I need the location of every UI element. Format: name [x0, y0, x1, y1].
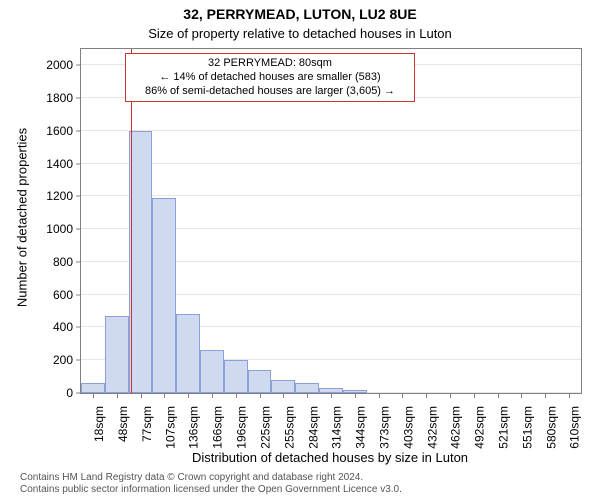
grid-line: [81, 130, 581, 131]
histogram-bar: [176, 314, 200, 393]
x-tick-label: 166sqm: [211, 406, 225, 449]
x-tick-label: 225sqm: [259, 406, 273, 449]
y-tick-label: 1800: [33, 91, 73, 105]
x-tick-mark: [402, 393, 403, 398]
y-tick-mark: [76, 261, 81, 262]
y-tick-mark: [76, 196, 81, 197]
y-tick-label: 600: [33, 288, 73, 302]
x-tick-mark: [117, 393, 118, 398]
x-tick-mark: [331, 393, 332, 398]
y-tick-label: 1600: [33, 124, 73, 138]
x-tick-mark: [474, 393, 475, 398]
histogram-bar: [152, 198, 176, 393]
x-tick-mark: [164, 393, 165, 398]
x-tick-mark: [545, 393, 546, 398]
x-tick-label: 344sqm: [354, 406, 368, 449]
y-axis-label: Number of detached properties: [15, 46, 30, 390]
x-tick-mark: [498, 393, 499, 398]
x-tick-mark: [450, 393, 451, 398]
histogram-bar: [81, 383, 105, 393]
histogram-bar: [248, 370, 272, 393]
x-tick-mark: [260, 393, 261, 398]
histogram-bar: [271, 380, 295, 393]
x-tick-label: 255sqm: [282, 406, 296, 449]
x-tick-label: 196sqm: [235, 406, 249, 449]
x-tick-label: 403sqm: [401, 406, 415, 449]
x-tick-label: 77sqm: [140, 406, 154, 442]
x-tick-mark: [188, 393, 189, 398]
x-tick-label: 521sqm: [497, 406, 511, 449]
footer-line-1: Contains HM Land Registry data © Crown c…: [20, 472, 363, 483]
x-tick-label: 48sqm: [116, 406, 130, 442]
x-tick-mark: [93, 393, 94, 398]
x-tick-label: 107sqm: [163, 406, 177, 449]
x-tick-label: 610sqm: [568, 406, 582, 449]
x-tick-mark: [307, 393, 308, 398]
grid-line: [81, 163, 581, 164]
histogram-bar: [200, 350, 224, 393]
y-tick-label: 2000: [33, 58, 73, 72]
y-tick-label: 200: [33, 353, 73, 367]
x-tick-mark: [379, 393, 380, 398]
y-tick-mark: [76, 65, 81, 66]
y-tick-label: 1400: [33, 157, 73, 171]
annotation-line: ← 14% of detached houses are smaller (58…: [134, 71, 406, 85]
annotation-box: 32 PERRYMEAD: 80sqm← 14% of detached hou…: [125, 53, 415, 102]
histogram-bar: [224, 360, 248, 393]
x-tick-mark: [521, 393, 522, 398]
x-tick-label: 492sqm: [473, 406, 487, 449]
x-tick-label: 432sqm: [425, 406, 439, 449]
x-tick-label: 551sqm: [520, 406, 534, 449]
x-axis-label: Distribution of detached houses by size …: [80, 450, 580, 465]
annotation-line: 86% of semi-detached houses are larger (…: [134, 85, 406, 99]
y-tick-mark: [76, 130, 81, 131]
y-tick-mark: [76, 98, 81, 99]
chart-title: 32, PERRYMEAD, LUTON, LU2 8UE: [0, 6, 600, 22]
y-tick-label: 1000: [33, 222, 73, 236]
x-tick-mark: [283, 393, 284, 398]
footer-line-2: Contains public sector information licen…: [20, 484, 402, 495]
x-tick-mark: [212, 393, 213, 398]
x-tick-label: 580sqm: [544, 406, 558, 449]
histogram-bar: [295, 383, 319, 393]
grid-line: [81, 195, 581, 196]
y-tick-label: 0: [33, 386, 73, 400]
x-tick-label: 136sqm: [187, 406, 201, 449]
y-tick-label: 400: [33, 320, 73, 334]
x-tick-mark: [141, 393, 142, 398]
x-tick-mark: [355, 393, 356, 398]
y-tick-label: 1200: [33, 189, 73, 203]
x-tick-mark: [426, 393, 427, 398]
x-tick-mark: [236, 393, 237, 398]
x-tick-label: 284sqm: [306, 406, 320, 449]
y-tick-mark: [76, 294, 81, 295]
y-tick-mark: [76, 327, 81, 328]
histogram-bar: [105, 316, 129, 393]
y-tick-mark: [76, 229, 81, 230]
x-tick-label: 373sqm: [378, 406, 392, 449]
y-tick-label: 800: [33, 255, 73, 269]
x-tick-mark: [569, 393, 570, 398]
annotation-line: 32 PERRYMEAD: 80sqm: [134, 57, 406, 71]
y-tick-mark: [76, 360, 81, 361]
x-tick-label: 18sqm: [92, 406, 106, 442]
y-tick-mark: [76, 163, 81, 164]
x-tick-label: 462sqm: [449, 406, 463, 449]
chart-subtitle: Size of property relative to detached ho…: [0, 26, 600, 41]
x-tick-label: 314sqm: [330, 406, 344, 449]
histogram-bar: [129, 131, 153, 393]
